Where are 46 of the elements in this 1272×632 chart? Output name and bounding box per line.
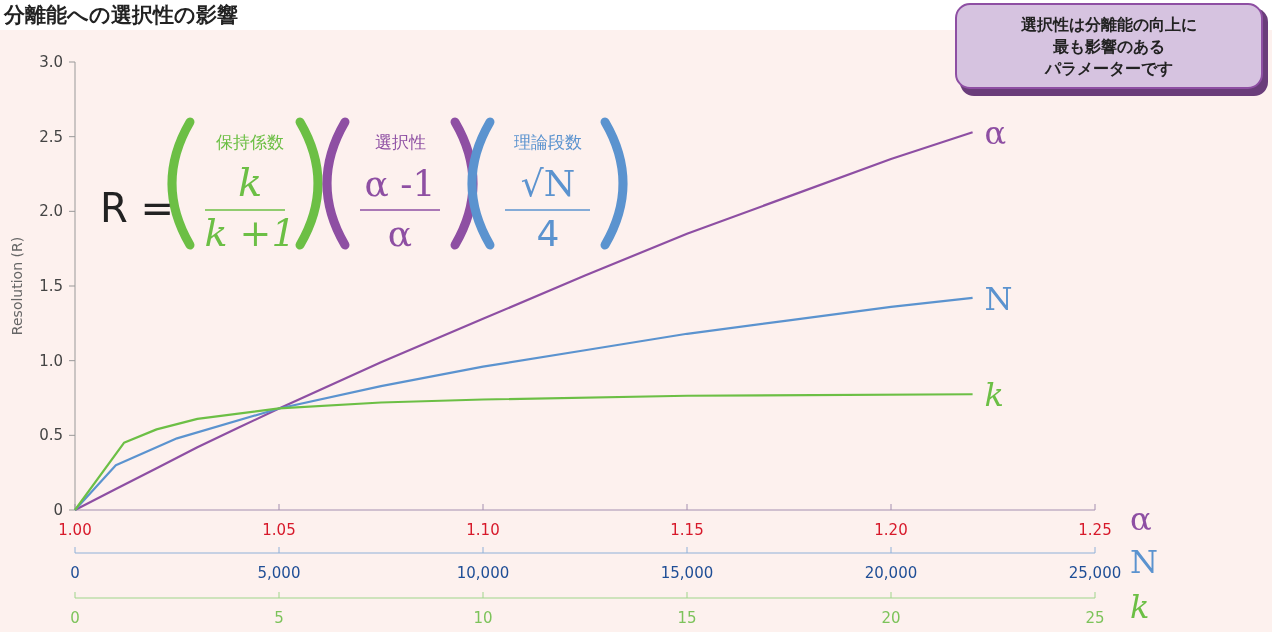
y-tick-label: 2.5: [39, 127, 63, 146]
x-tick-label: 1.00: [58, 521, 92, 539]
annotation: 保持係数: [216, 132, 284, 152]
x-axis-title: α: [1130, 500, 1152, 538]
y-tick-label: 0: [53, 501, 63, 519]
annotation: 理論段数: [514, 132, 582, 152]
annotation: α: [387, 213, 413, 254]
x-tick-label: 1.10: [466, 521, 500, 539]
x-tick-label: 20: [881, 609, 901, 627]
x-tick-label: 10: [473, 609, 493, 627]
x2-tick-label: 5,000: [257, 564, 301, 582]
x-tick-label: 1.25: [1078, 521, 1112, 539]
y-axis-title: Resolution (R): [9, 236, 25, 336]
y-tick-label: 3.0: [39, 53, 63, 71]
x2-tick-label: 10,000: [456, 564, 510, 582]
annotation: パラメーターです: [1044, 59, 1173, 78]
y-tick-label: 1.0: [39, 351, 63, 370]
series-label: α: [984, 114, 1007, 153]
x-tick-label: 25: [1085, 609, 1105, 627]
annotation: 4: [536, 213, 560, 254]
x2-tick-label: 15,000: [660, 564, 714, 582]
annotation: R =: [100, 185, 175, 231]
x-axis-title: k: [1130, 588, 1150, 626]
x-tick-label: 15: [677, 609, 697, 627]
text: 最も影響のある: [1052, 37, 1165, 56]
y-tick-label: 1.5: [39, 277, 63, 295]
annotation: 選択性: [374, 132, 426, 152]
series-label: k: [984, 376, 1004, 415]
x2-axis-title: N: [1130, 543, 1158, 581]
text: 選択性は分離能の向上に: [1021, 15, 1197, 34]
x-tick-label: 5: [274, 609, 284, 627]
x-tick-label: 1.15: [670, 521, 704, 539]
annotation: √N: [520, 163, 576, 204]
x2-tick-label: 0: [70, 564, 80, 582]
x-tick-label: 0: [70, 609, 80, 627]
annotation: k: [237, 159, 263, 205]
y-tick-label: 2.0: [39, 202, 63, 221]
y-tick-label: 0.5: [39, 426, 63, 445]
x-tick-label: 1.05: [262, 521, 296, 539]
annotation: α -1: [364, 163, 436, 204]
chart-title: 分離能への選択性の影響: [3, 3, 238, 27]
x2-tick-label: 25,000: [1068, 564, 1122, 582]
annotation: k +1: [204, 211, 296, 255]
x-tick-label: 1.20: [874, 521, 908, 539]
x2-tick-label: 20,000: [864, 564, 918, 582]
series-label: N: [984, 279, 1013, 318]
